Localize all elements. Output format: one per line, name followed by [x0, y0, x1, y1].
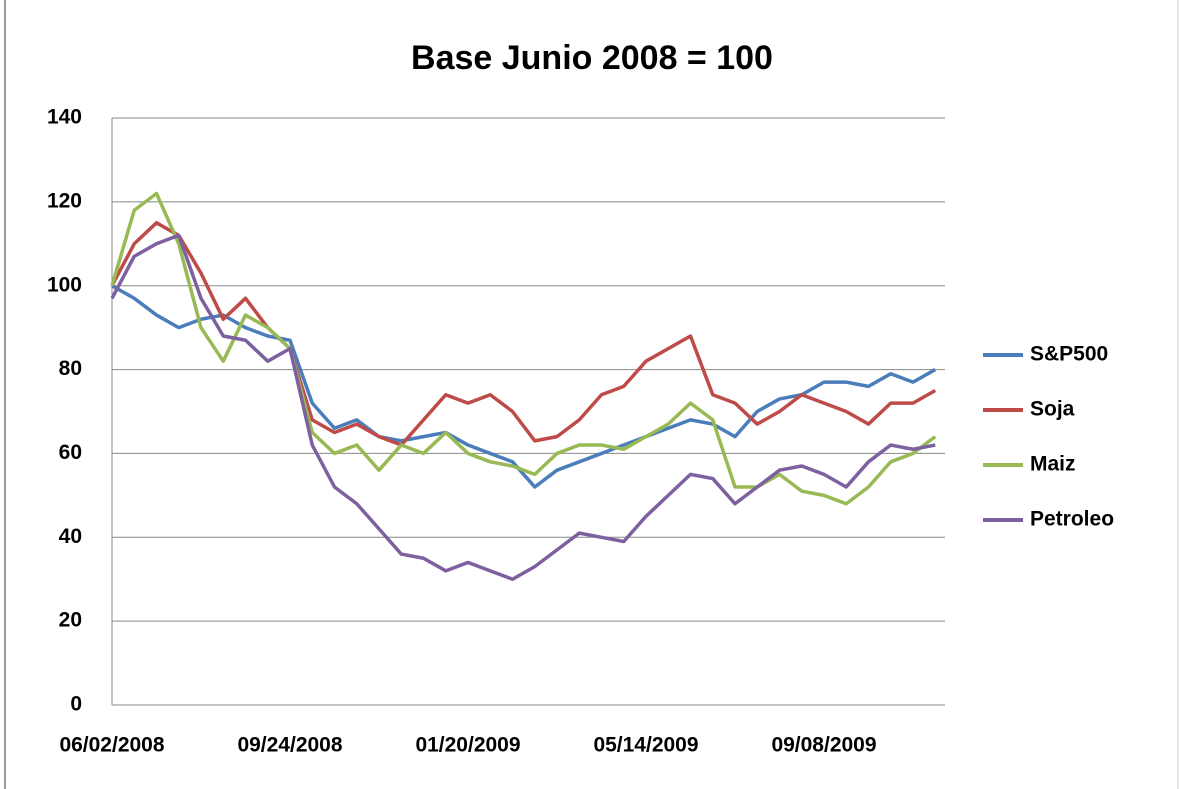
legend-label: Petroleo	[1030, 508, 1114, 531]
x-tick-label: 05/14/2009	[593, 734, 698, 757]
legend-label: Soja	[1030, 398, 1075, 421]
y-tick-label: 120	[47, 189, 82, 212]
y-tick-label: 60	[59, 441, 82, 464]
line-series	[111, 284, 937, 489]
legend-label: Maiz	[1030, 453, 1076, 476]
x-tick-label: 01/20/2009	[415, 734, 520, 757]
line-series	[110, 191, 937, 506]
y-tick-label: 100	[47, 273, 82, 296]
y-tick-label: 0	[70, 693, 82, 716]
y-tick-label: 80	[59, 357, 82, 380]
x-tick-label: 06/02/2008	[59, 734, 164, 757]
chart-title: Base Junio 2008 = 100	[411, 39, 773, 77]
line-series	[110, 221, 937, 447]
y-tick-label: 40	[59, 525, 82, 548]
y-tick-label: 140	[47, 106, 82, 129]
legend-label: S&P500	[1030, 343, 1108, 366]
y-tick-label: 20	[59, 609, 82, 632]
line-series	[110, 233, 936, 581]
x-tick-label: 09/08/2009	[771, 734, 876, 757]
x-tick-label: 09/24/2008	[237, 734, 342, 757]
